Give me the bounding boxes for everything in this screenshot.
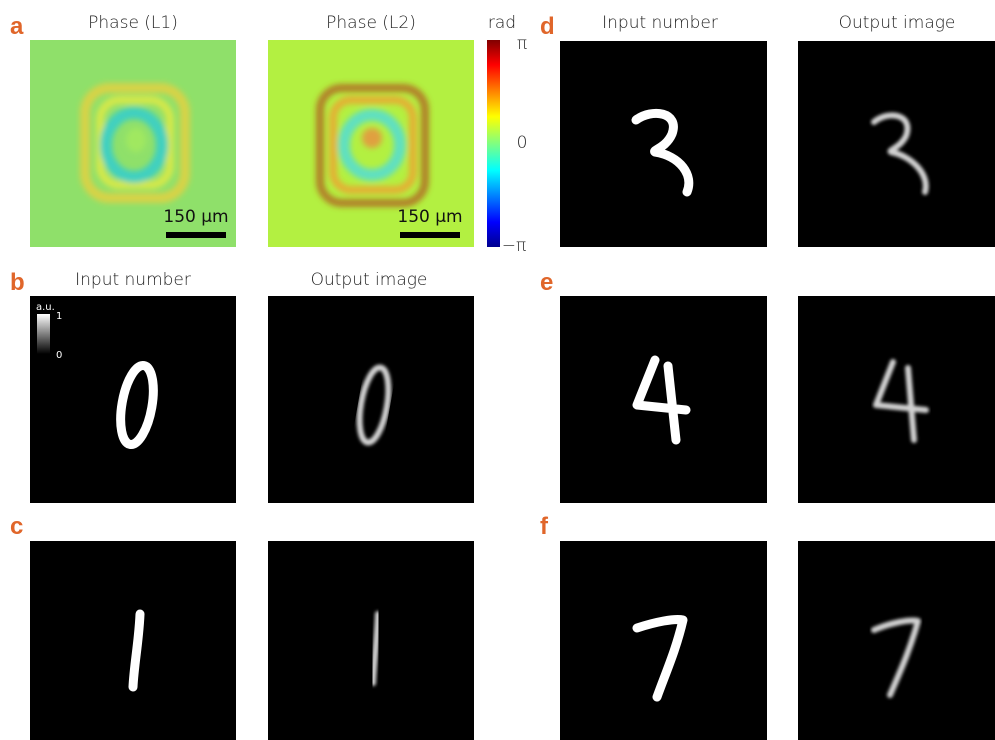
- panel-label: b: [10, 269, 25, 296]
- figure: a b c d e f Phase (L1) Phase (L2) 150 µm…: [0, 0, 995, 740]
- scale-bar-label: 150 µm: [163, 207, 228, 227]
- colorbar-tick: π: [517, 34, 527, 54]
- intensity-tick: 1: [56, 311, 62, 322]
- panel-label: f: [540, 513, 549, 540]
- input-image: [30, 296, 236, 503]
- scale-bar: [400, 232, 460, 238]
- image-title: Input number: [602, 13, 718, 33]
- colorbar-tick: −π: [502, 236, 526, 256]
- colorbar-tick: 0: [517, 133, 528, 153]
- intensity-bar: [37, 314, 50, 354]
- image-title: Input number: [75, 270, 191, 290]
- output-image: [268, 541, 474, 740]
- input-image: [560, 541, 767, 740]
- panel-label: d: [540, 13, 555, 40]
- output-image: [268, 296, 474, 503]
- colorbar: [487, 40, 500, 247]
- colorbar-unit: rad: [488, 13, 516, 33]
- page: a b c d e f Phase (L1) Phase (L2) 150 µm…: [0, 0, 995, 740]
- intensity-unit: a.u.: [36, 302, 55, 313]
- image-title: Phase (L2): [326, 13, 416, 33]
- input-image: [560, 296, 767, 503]
- panel-label: e: [540, 269, 553, 296]
- image-title: Phase (L1): [88, 13, 178, 33]
- panel-label: c: [10, 513, 23, 540]
- panel-label: a: [10, 13, 24, 40]
- output-image: [798, 296, 995, 503]
- scale-bar: [166, 232, 226, 238]
- intensity-tick: 0: [56, 350, 62, 361]
- image-title: Output image: [311, 270, 428, 290]
- image-title: Output image: [839, 13, 956, 33]
- input-image: [30, 541, 236, 740]
- output-image: [798, 541, 995, 740]
- scale-bar-label: 150 µm: [397, 207, 462, 227]
